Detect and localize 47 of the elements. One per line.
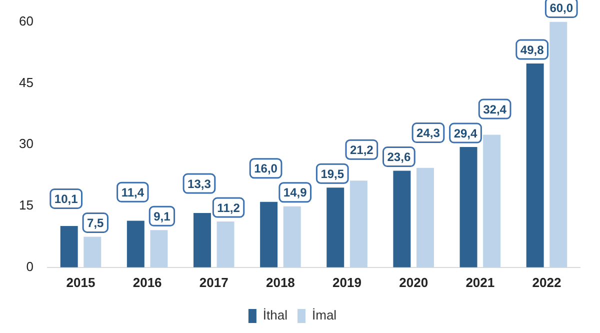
- bar: [193, 212, 211, 268]
- data-label: 24,3: [416, 126, 440, 140]
- legend-label: İthal: [262, 308, 288, 323]
- legend-label: İmal: [312, 308, 337, 323]
- x-tick-label: 2019: [332, 274, 362, 290]
- bar: [483, 134, 501, 268]
- bar: [260, 202, 278, 268]
- y-tick-label: 30: [18, 136, 34, 152]
- bar: [350, 180, 368, 268]
- data-label: 21,2: [350, 142, 374, 157]
- bar: [216, 222, 234, 268]
- y-tick-label: 45: [18, 74, 34, 90]
- bar: [150, 230, 168, 268]
- data-label: 11,4: [121, 185, 144, 200]
- bar: [60, 226, 78, 268]
- bar: [84, 236, 102, 268]
- bar: [550, 22, 568, 268]
- bar: [326, 188, 344, 268]
- y-tick-label: 60: [18, 13, 34, 28]
- x-tick-label: 2022: [532, 274, 562, 290]
- data-label: 9,1: [154, 209, 171, 224]
- bar: [283, 206, 301, 268]
- x-tick-label: 2017: [199, 274, 228, 290]
- x-tick-label: 2018: [266, 274, 295, 290]
- x-tick-label: 2016: [132, 274, 162, 290]
- y-tick-label: 15: [18, 198, 34, 213]
- data-label: 49,8: [520, 42, 544, 57]
- data-label: 19,5: [320, 166, 344, 181]
- data-label: 14,9: [283, 186, 308, 200]
- x-tick-label: 2020: [399, 274, 428, 290]
- bar: [526, 64, 544, 268]
- bar: [416, 168, 434, 268]
- data-label: 11,2: [217, 200, 240, 215]
- data-label: 10,1: [54, 192, 78, 206]
- data-label: 32,4: [483, 102, 507, 116]
- data-label: 29,4: [454, 126, 478, 140]
- bar: [126, 220, 144, 268]
- data-label: 16,0: [254, 162, 278, 176]
- x-tick-label: 2015: [66, 274, 96, 290]
- data-label: 23,6: [387, 150, 411, 164]
- data-label: 60,0: [550, 1, 574, 16]
- bar: [460, 147, 478, 268]
- data-label: 13,3: [188, 176, 212, 191]
- x-tick-label: 2021: [466, 274, 495, 290]
- bar: [393, 170, 411, 268]
- data-label: 7,5: [87, 216, 104, 230]
- y-tick-label: 0: [26, 258, 34, 274]
